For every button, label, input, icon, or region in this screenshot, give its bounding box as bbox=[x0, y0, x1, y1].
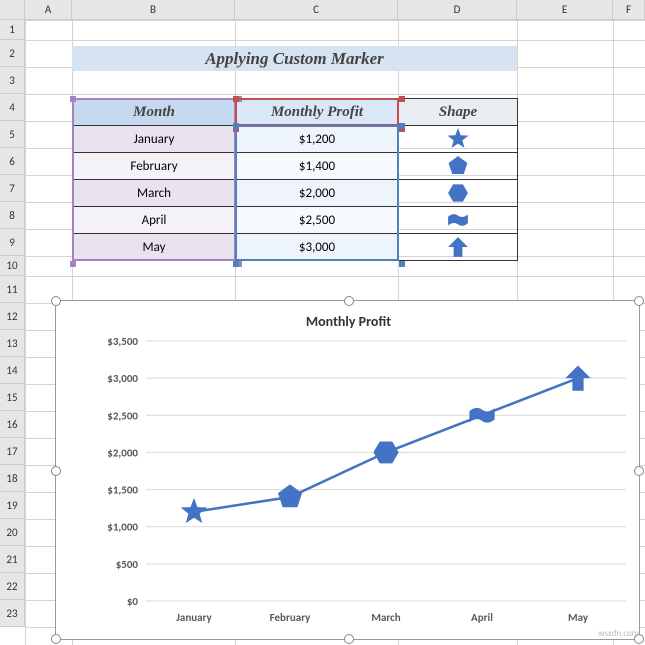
cell-profit[interactable]: $1,400 bbox=[236, 153, 399, 180]
chart-handle-sw[interactable] bbox=[51, 634, 61, 644]
row-header-22[interactable]: 22 bbox=[0, 573, 25, 600]
corner-cell[interactable] bbox=[0, 0, 25, 19]
svg-text:$2,500: $2,500 bbox=[107, 409, 138, 422]
table-row[interactable]: February $1,400 bbox=[73, 153, 518, 180]
chart-handle-nw[interactable] bbox=[51, 296, 61, 306]
row-header-16[interactable]: 16 bbox=[0, 411, 25, 438]
data-table: Month Monthly Profit Shape January $1,20… bbox=[72, 98, 518, 261]
chart-container[interactable]: Monthly Profit $0 $500 $1,000 $1,500 $2,000 $2… bbox=[55, 300, 640, 640]
cell-month[interactable]: February bbox=[73, 153, 236, 180]
col-header-A[interactable]: A bbox=[25, 0, 72, 19]
chart-handle-n[interactable] bbox=[344, 296, 354, 306]
cell-month[interactable]: March bbox=[73, 180, 236, 207]
row-header-1[interactable]: 1 bbox=[0, 20, 25, 40]
grid-area[interactable]: Applying Custom Marker Month Monthly Pro… bbox=[25, 20, 645, 645]
cell-shape[interactable] bbox=[399, 234, 518, 261]
row-header-11[interactable]: 11 bbox=[0, 276, 25, 303]
svg-text:January: January bbox=[176, 611, 212, 624]
svg-text:March: March bbox=[371, 611, 400, 624]
cell-month[interactable]: January bbox=[73, 126, 236, 153]
watermark: wsxdn.com bbox=[598, 628, 639, 639]
row-header-18[interactable]: 18 bbox=[0, 465, 25, 492]
row-header-23[interactable]: 23 bbox=[0, 600, 25, 627]
cell-shape[interactable] bbox=[399, 153, 518, 180]
row-header-8[interactable]: 8 bbox=[0, 202, 25, 229]
table-row[interactable]: March $2,000 bbox=[73, 180, 518, 207]
row-header-17[interactable]: 17 bbox=[0, 438, 25, 465]
cell-month[interactable]: April bbox=[73, 207, 236, 234]
chart-handle-e[interactable] bbox=[634, 466, 644, 476]
table-row[interactable]: April $2,500 bbox=[73, 207, 518, 234]
cell-month[interactable]: May bbox=[73, 234, 236, 261]
svg-text:$500: $500 bbox=[116, 558, 139, 571]
table-row[interactable]: January $1,200 bbox=[73, 126, 518, 153]
svg-text:$1,500: $1,500 bbox=[107, 484, 138, 497]
chart-handle-ne[interactable] bbox=[634, 296, 644, 306]
chart-svg: Monthly Profit $0 $500 $1,000 $1,500 $2,000 $2… bbox=[56, 301, 641, 641]
row-header-12[interactable]: 12 bbox=[0, 303, 25, 330]
row-header-15[interactable]: 15 bbox=[0, 384, 25, 411]
row-header-20[interactable]: 20 bbox=[0, 519, 25, 546]
table-header-profit[interactable]: Monthly Profit bbox=[236, 99, 399, 126]
table-header-shape[interactable]: Shape bbox=[399, 99, 518, 126]
row-header-3[interactable]: 3 bbox=[0, 67, 25, 94]
row-header-9[interactable]: 9 bbox=[0, 229, 25, 256]
row-header-14[interactable]: 14 bbox=[0, 357, 25, 384]
row-header-10[interactable]: 10 bbox=[0, 256, 25, 276]
chart-handle-s[interactable] bbox=[344, 634, 354, 644]
cell-profit[interactable]: $3,000 bbox=[236, 234, 399, 261]
row-header-2[interactable]: 2 bbox=[0, 40, 25, 67]
svg-text:April: April bbox=[471, 611, 493, 624]
row-header-4[interactable]: 4 bbox=[0, 94, 25, 121]
row-header-21[interactable]: 21 bbox=[0, 546, 25, 573]
col-header-B[interactable]: B bbox=[72, 0, 235, 19]
row-header-7[interactable]: 7 bbox=[0, 175, 25, 202]
col-header-E[interactable]: E bbox=[517, 0, 613, 19]
cell-profit[interactable]: $2,000 bbox=[236, 180, 399, 207]
svg-text:May: May bbox=[568, 611, 589, 624]
svg-text:$3,500: $3,500 bbox=[107, 335, 138, 348]
svg-text:$3,000: $3,000 bbox=[107, 372, 138, 385]
cell-shape[interactable] bbox=[399, 126, 518, 153]
row-header-19[interactable]: 19 bbox=[0, 492, 25, 519]
cell-shape[interactable] bbox=[399, 207, 518, 234]
column-headers: A B C D E F bbox=[0, 0, 645, 20]
cell-profit[interactable]: $2,500 bbox=[236, 207, 399, 234]
row-header-6[interactable]: 6 bbox=[0, 148, 25, 175]
chart-handle-w[interactable] bbox=[51, 466, 61, 476]
table-header-month[interactable]: Month bbox=[73, 99, 236, 126]
row-header-5[interactable]: 5 bbox=[0, 121, 25, 148]
cell-shape[interactable] bbox=[399, 180, 518, 207]
table-row[interactable]: May $3,000 bbox=[73, 234, 518, 261]
cell-profit[interactable]: $1,200 bbox=[236, 126, 399, 153]
col-header-C[interactable]: C bbox=[235, 0, 398, 19]
svg-text:February: February bbox=[270, 611, 312, 624]
row-headers: 1234567891011121314151617181920212223 bbox=[0, 20, 25, 627]
svg-text:$0: $0 bbox=[127, 595, 139, 608]
page-title: Applying Custom Marker bbox=[72, 46, 517, 71]
svg-text:$2,000: $2,000 bbox=[107, 446, 138, 459]
row-header-13[interactable]: 13 bbox=[0, 330, 25, 357]
col-header-D[interactable]: D bbox=[398, 0, 517, 19]
svg-text:Monthly Profit: Monthly Profit bbox=[306, 313, 391, 330]
col-header-F[interactable]: F bbox=[613, 0, 645, 19]
svg-text:$1,000: $1,000 bbox=[107, 521, 138, 534]
